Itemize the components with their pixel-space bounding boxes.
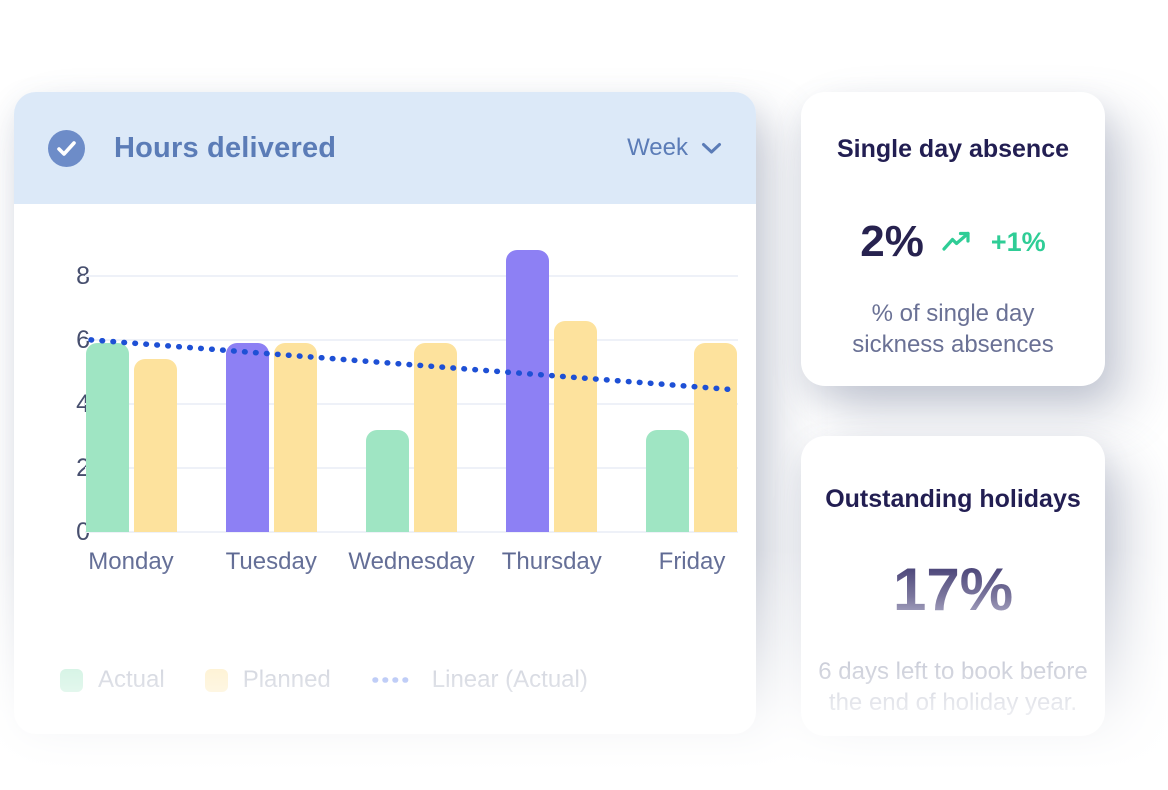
single-day-absence-card: Single day absence 2% +1% % of single da…: [801, 92, 1105, 386]
bar-group-friday: [646, 343, 737, 532]
bar-group-thursday: [506, 250, 597, 532]
x-tick-label-tuesday: Tuesday: [225, 548, 317, 575]
bar-actual-tuesday[interactable]: [226, 343, 269, 532]
gridline-6: [85, 338, 738, 341]
bar-planned-wednesday[interactable]: [414, 343, 457, 532]
hours-delivered-card: Hours delivered Week 0 2 4 6 8 Monday Tuesday…: [14, 92, 756, 734]
trending-up-icon: [941, 230, 974, 254]
bar-planned-friday[interactable]: [694, 343, 737, 532]
legend-item-linear-actual-[interactable]: Linear (Actual): [371, 666, 588, 694]
absence-card-title: Single day absence: [836, 135, 1070, 163]
x-tick-label-friday: Friday: [658, 548, 726, 575]
legend-swatch: [60, 668, 83, 692]
bar-planned-monday[interactable]: [134, 359, 177, 532]
bar-actual-wednesday[interactable]: [366, 430, 409, 532]
bar-planned-tuesday[interactable]: [274, 343, 317, 532]
gridline-4: [85, 402, 738, 405]
bar-series: [85, 242, 738, 532]
legend-item-actual[interactable]: Actual: [60, 666, 165, 694]
y-tick-label-2: 2: [76, 453, 90, 482]
chart-legend: Actual Planned Linear (Actual): [60, 666, 588, 694]
bar-group-tuesday: [226, 343, 317, 532]
gridline-0: [85, 531, 738, 533]
bar-actual-thursday[interactable]: [506, 250, 549, 532]
legend-label: Linear (Actual): [431, 666, 588, 693]
plot-area: [85, 242, 738, 533]
gridline-2: [85, 466, 738, 469]
x-axis-labels: Monday Tuesday Wednesday Thursday Friday: [85, 548, 738, 576]
y-tick-label-4: 4: [76, 389, 90, 418]
check-circle-icon: [48, 129, 85, 167]
y-tick-label-6: 6: [76, 325, 90, 354]
x-tick-label-thursday: Thursday: [501, 548, 602, 575]
hours-card-header: Hours delivered Week: [14, 92, 756, 204]
legend-dotted-line-swatch: [371, 676, 417, 684]
x-tick-label-wednesday: Wednesday: [348, 548, 475, 575]
bar-group-monday: [86, 343, 177, 532]
x-tick-label-monday: Monday: [88, 548, 174, 575]
y-tick-label-0: 0: [76, 518, 90, 546]
y-axis-labels: 0 2 4 6 8: [42, 242, 90, 546]
period-selector[interactable]: Week: [627, 134, 722, 162]
bar-group-wednesday: [366, 343, 457, 532]
absence-delta: +1%: [990, 226, 1046, 257]
card-title: Hours delivered: [114, 131, 337, 164]
absence-description: % of single day sickness absences: [852, 300, 1054, 358]
bar-planned-thursday[interactable]: [554, 321, 597, 532]
gridline-8: [85, 274, 738, 277]
holidays-description: 6 days left to book before the end of ho…: [818, 658, 1088, 716]
holidays-card-title: Outstanding holidays: [825, 485, 1081, 513]
bar-actual-monday[interactable]: [86, 343, 129, 532]
chevron-down-icon: [701, 142, 722, 155]
legend-label: Actual: [98, 666, 165, 693]
holidays-value: 17%: [801, 558, 1105, 622]
legend-swatch: [204, 668, 228, 692]
bar-actual-friday[interactable]: [646, 430, 689, 532]
outstanding-holidays-card: Outstanding holidays 17% 6 days left to …: [801, 436, 1105, 736]
absence-value-row: 2% +1%: [801, 216, 1105, 268]
period-selector-label: Week: [627, 134, 688, 161]
legend-item-planned[interactable]: Planned: [204, 666, 331, 694]
y-tick-label-8: 8: [76, 261, 90, 290]
legend-label: Planned: [242, 666, 331, 693]
absence-value: 2%: [860, 217, 924, 266]
trendline-linear-actual: [88, 337, 735, 393]
